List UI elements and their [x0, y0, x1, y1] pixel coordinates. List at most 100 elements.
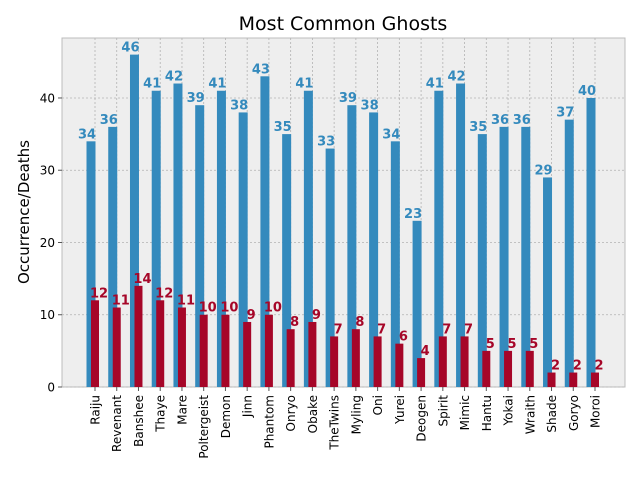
y-tick-label: 10 — [40, 308, 55, 322]
deaths-value-label: 2 — [551, 359, 560, 374]
deaths-value-label: 2 — [573, 359, 582, 374]
occurrence-value-label: 41 — [295, 77, 313, 92]
x-tick-label: Obake — [306, 395, 320, 433]
occurrence-value-label: 40 — [578, 84, 596, 99]
x-tick-label: Shade — [545, 395, 559, 433]
x-tick-label: Goryo — [567, 395, 581, 431]
deaths-bar — [330, 336, 339, 387]
occurrence-value-label: 41 — [426, 77, 444, 92]
x-axis-ticks: Raiju Revenant Banshee Thaye Mare Poltergeist… — [89, 387, 603, 459]
deaths-bar — [199, 314, 208, 387]
occurrence-value-label: 42 — [165, 70, 183, 85]
occurrence-bar — [543, 177, 553, 387]
x-tick-label: Demon — [219, 395, 233, 438]
deaths-value-label: 9 — [247, 308, 256, 323]
x-tick-label: Spirit — [436, 395, 450, 427]
x-tick-label: Moroi — [589, 395, 603, 428]
deaths-bar — [395, 343, 404, 387]
y-axis-ticks: 0 10 20 30 40 — [40, 91, 62, 395]
deaths-bar — [91, 300, 99, 387]
deaths-bar — [286, 329, 295, 387]
occurrence-value-label: 34 — [382, 127, 400, 142]
occurrence-bar — [390, 141, 400, 387]
occurrence-value-label: 38 — [361, 98, 379, 113]
occurrence-value-label: 41 — [208, 77, 226, 92]
occurrence-bar — [216, 90, 226, 388]
x-tick-label: Onryo — [284, 395, 298, 431]
occurrence-value-label: 36 — [491, 113, 509, 128]
occurrence-bar — [369, 112, 379, 387]
x-tick-label: Banshee — [132, 395, 146, 447]
deaths-value-label: 8 — [290, 315, 299, 330]
deaths-value-label: 12 — [155, 286, 173, 301]
occurrence-bar — [347, 105, 357, 387]
deaths-bar — [438, 336, 447, 387]
occurrence-bar — [499, 126, 509, 387]
occurrence-bar — [129, 54, 139, 387]
occurrence-value-label: 39 — [339, 91, 357, 106]
deaths-value-label: 10 — [199, 301, 217, 316]
deaths-value-label: 7 — [377, 322, 386, 337]
deaths-bar — [547, 372, 556, 387]
occurrence-bar — [412, 220, 422, 387]
occurrence-bar — [586, 97, 596, 387]
deaths-bar — [525, 350, 534, 387]
occurrence-bar — [260, 76, 270, 387]
y-tick-label: 20 — [40, 236, 55, 250]
deaths-value-label: 4 — [421, 344, 430, 359]
deaths-value-label: 10 — [264, 301, 282, 316]
deaths-bar — [243, 321, 252, 387]
deaths-bar — [569, 372, 578, 387]
occurrence-value-label: 38 — [230, 98, 248, 113]
deaths-bar — [156, 300, 165, 387]
occurrence-bar — [325, 148, 335, 387]
deaths-bar — [351, 329, 360, 387]
occurrence-bar — [477, 134, 487, 387]
deaths-bar — [482, 350, 491, 387]
occurrence-bar — [282, 134, 292, 387]
x-tick-label: Raiju — [89, 395, 103, 425]
deaths-bar — [134, 285, 143, 387]
deaths-value-label: 7 — [464, 322, 473, 337]
deaths-value-label: 7 — [334, 322, 343, 337]
occurrence-value-label: 34 — [78, 127, 96, 142]
occurrence-bar — [108, 126, 118, 387]
deaths-bar — [177, 307, 186, 387]
x-tick-label: Mare — [175, 395, 189, 425]
x-tick-label: Yurei — [393, 395, 407, 425]
x-tick-label: Thaye — [154, 395, 168, 433]
deaths-value-label: 8 — [355, 315, 364, 330]
occurrence-value-label: 33 — [317, 135, 335, 150]
x-tick-label: Yokai — [502, 395, 516, 427]
occurrence-bar — [238, 112, 248, 387]
deaths-value-label: 12 — [90, 286, 108, 301]
deaths-value-label: 9 — [312, 308, 321, 323]
deaths-value-label: 5 — [486, 337, 495, 352]
occurrence-bar — [564, 119, 574, 388]
x-tick-label: TheTwins — [328, 395, 342, 451]
y-tick-label: 0 — [47, 381, 55, 395]
deaths-bar — [112, 307, 121, 387]
x-tick-label: Revenant — [110, 395, 124, 452]
occurrence-value-label: 36 — [100, 113, 118, 128]
deaths-bar — [264, 314, 273, 387]
occurrence-value-label: 36 — [513, 113, 531, 128]
deaths-value-label: 5 — [529, 337, 538, 352]
deaths-bar — [591, 372, 599, 387]
y-tick-label: 30 — [40, 164, 55, 178]
x-tick-label: Hantu — [480, 395, 494, 431]
occurrence-bar — [173, 83, 183, 388]
occurrence-bar — [86, 141, 96, 387]
deaths-value-label: 7 — [442, 322, 451, 337]
occurrence-value-label: 23 — [404, 207, 422, 222]
occurrence-bar — [195, 105, 205, 387]
x-tick-label: Myling — [349, 395, 363, 434]
occurrence-value-label: 42 — [448, 70, 466, 85]
occurrence-bar — [434, 90, 444, 388]
occurrence-value-label: 43 — [252, 62, 270, 77]
deaths-bar — [221, 314, 230, 387]
occurrence-bar — [521, 126, 531, 387]
occurrence-value-label: 41 — [143, 77, 161, 92]
